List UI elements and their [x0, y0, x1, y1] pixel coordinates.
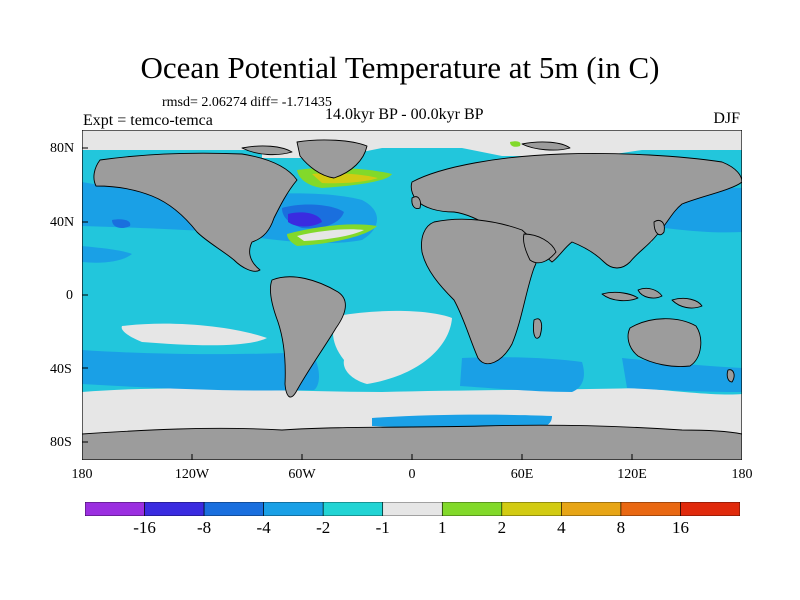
map-title: Ocean Potential Temperature at 5m (in C) [140, 50, 660, 85]
colorbar-tick-label: -2 [316, 518, 331, 537]
colorbar-tick-label: 2 [497, 518, 507, 537]
greenland [296, 139, 368, 179]
season-label: DJF [713, 110, 740, 127]
colorbar-swatch [441, 502, 503, 516]
axis-ticks [82, 147, 633, 460]
lat-label-0: 0 [66, 288, 73, 303]
colorbar-tick-label: -1 [375, 518, 390, 537]
colorbar-tick-label: 1 [438, 518, 447, 537]
ocean-temperature-map [82, 130, 742, 460]
colorbar-tick-label: 16 [671, 518, 689, 537]
australia [627, 318, 702, 367]
madagascar [533, 318, 543, 339]
rmsd-diff-stats: rmsd= 2.06274 diff= -1.71435 [162, 95, 332, 110]
lat-label-40n: 40N [50, 215, 75, 230]
colorbar-swatch [85, 502, 145, 516]
north-america [93, 152, 298, 272]
land-masses [82, 139, 742, 460]
antarctica [82, 424, 742, 460]
colorbar-tick-label: -8 [196, 518, 212, 537]
experiment-label: Expt = temco-temca [83, 112, 213, 129]
colorbar-swatch [263, 502, 324, 516]
colorbar-swatch [561, 502, 622, 516]
south-america [269, 276, 346, 398]
lon-label-60e: 60E [510, 467, 534, 482]
colorbar-swatch [203, 502, 264, 516]
africa [421, 218, 538, 365]
colorbar-tick-label: -4 [256, 518, 271, 537]
colorbar-swatch [144, 502, 205, 516]
eurasia [410, 153, 742, 269]
lon-label-180w: 180 [71, 467, 93, 482]
lat-label-40s: 40S [50, 362, 72, 377]
lat-label-80s: 80S [50, 435, 72, 450]
colorbar [85, 502, 740, 516]
lon-label-0: 0 [408, 467, 416, 482]
lon-label-180e: 180 [731, 467, 753, 482]
colorbar-tick-label: 8 [616, 518, 626, 537]
lon-label-120e: 120E [617, 467, 647, 482]
colorbar-tick-label: -16 [133, 518, 156, 537]
lon-label-60w: 60W [288, 467, 316, 482]
colorbar-swatch [501, 502, 562, 516]
colorbar-swatch [322, 502, 384, 516]
arabian-peninsula [523, 233, 557, 264]
colorbar-tick-label: 4 [557, 518, 566, 537]
colorbar-swatch [620, 502, 681, 516]
lon-label-120w: 120W [174, 467, 210, 482]
colorbar-swatch [382, 502, 443, 516]
colorbar-swatch [680, 502, 740, 516]
time-period-label: 14.0kyr BP - 00.0kyr BP [325, 106, 484, 123]
lat-label-80n: 80N [50, 141, 75, 156]
